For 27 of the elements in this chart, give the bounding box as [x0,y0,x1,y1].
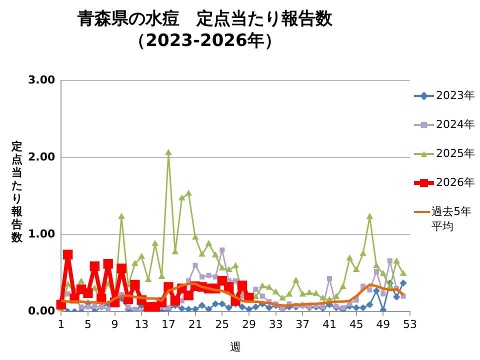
x-tick-label: 41 [322,318,336,332]
x-tick-label: 1 [58,318,65,332]
y-tick-label: 3.00 [28,73,56,86]
legend-label: 2024年 [436,117,475,132]
y-tick-label: 2.00 [28,150,56,164]
legend-label: 過去5年平均 [432,204,473,234]
legend-label: 2025年 [436,146,475,161]
x-axis-title: 週 [230,340,242,354]
x-tick-label: 53 [403,318,417,332]
x-tick-label: 49 [376,318,390,332]
x-tick-label: 13 [134,318,149,332]
x-tick-label: 25 [215,318,230,332]
legend-label: 2023年 [436,88,475,103]
y-axis-title: 定点当たり報告数 [10,140,24,244]
x-tick-label: 9 [111,318,118,332]
chart-subtitle: （2023-2026年） [128,30,282,52]
y-tick-label: 1.00 [28,227,56,240]
x-tick-label: 37 [296,318,310,332]
x-tick-label: 17 [161,318,176,332]
chart-title: 青森県の水痘 定点当たり報告数 [76,8,334,30]
x-tick-label: 29 [242,318,256,332]
x-tick-label: 33 [268,318,283,332]
y-tick-label: 0.00 [28,304,56,318]
legend-label: 2026年 [436,175,475,190]
x-tick-label: 5 [84,318,92,332]
x-tick-label: 45 [349,318,364,332]
x-tick-label: 21 [188,318,202,332]
